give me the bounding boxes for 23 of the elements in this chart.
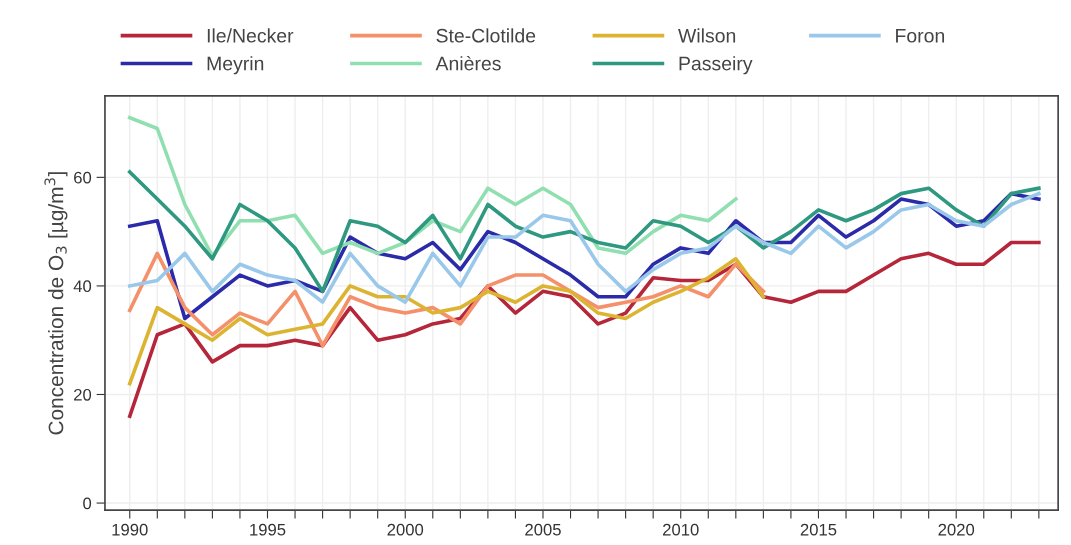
y-tick-label: 20 [74, 388, 92, 401]
line-series [127, 170, 1041, 294]
x-tick-label: 2005 [525, 523, 561, 536]
legend-label: Ste-Clotilde [436, 28, 536, 43]
y-tick-label: 0 [83, 497, 92, 510]
y-axis-title: Concentration de O$_{3}$ [µg/m$^{3}$] [44, 172, 68, 435]
line-series [127, 251, 766, 348]
x-tick-label: 1990 [112, 523, 148, 536]
legend-label: Anières [435, 55, 501, 71]
x-tick-label: 2015 [800, 523, 837, 536]
line-series [127, 115, 738, 258]
x-tick-label: 2010 [663, 523, 699, 536]
legend-label: Foron [896, 29, 945, 43]
line-series [127, 256, 766, 386]
legend-label: Ile/Necker [207, 28, 294, 43]
x-tick-label: 1995 [250, 523, 286, 536]
legend-label: Wilson [678, 28, 736, 43]
x-tick-label: 2000 [387, 523, 424, 536]
x-tick-label: 2020 [938, 523, 975, 536]
y-tick-label: 40 [73, 280, 92, 293]
y-tick-label: 60 [74, 171, 92, 184]
legend-label: Passeiry [679, 56, 753, 75]
legend-label: Meyrin [207, 56, 264, 75]
